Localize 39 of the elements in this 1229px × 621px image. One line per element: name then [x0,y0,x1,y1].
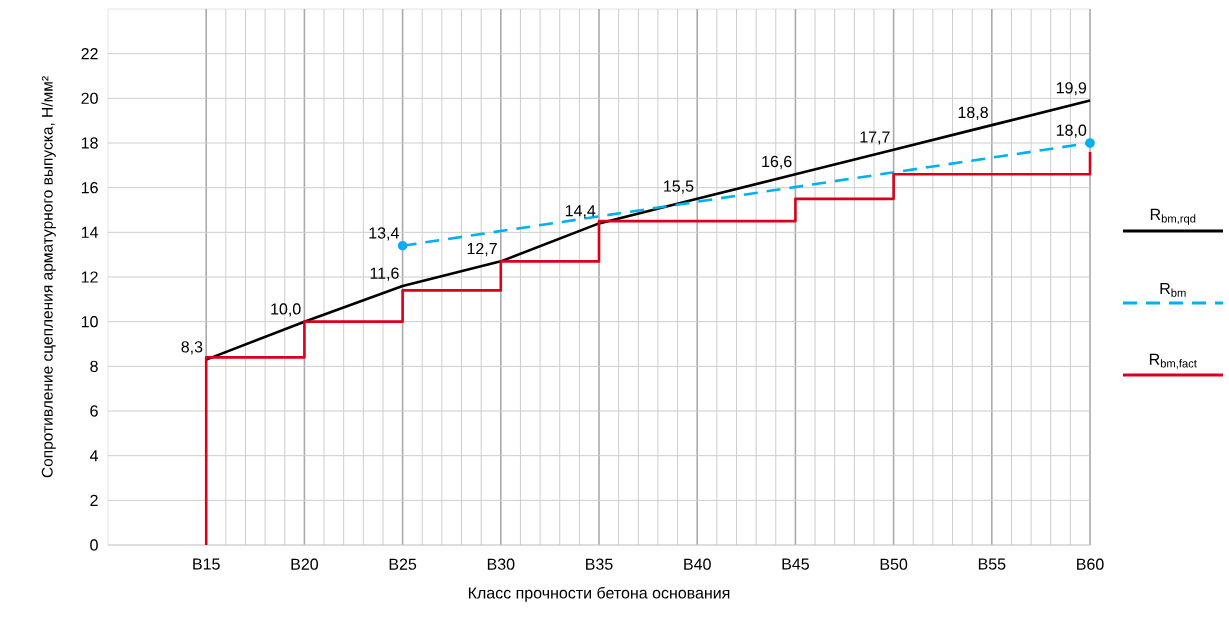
y-tick-label: 14 [81,226,98,238]
data-label: 19,9 [1056,82,1087,96]
y-tick-label: 10 [81,316,98,328]
y-tick-label: 6 [90,405,98,417]
y-tick-label: 18 [81,137,98,149]
data-label: 10,0 [271,303,301,317]
data-label: 16,6 [762,155,792,170]
data-label: 8,3 [181,341,203,355]
x-tick-label: B20 [291,558,319,570]
y-axis-title: Сопротивление сцепления арматурного выпуска, Н/мм² [41,76,56,478]
y-tick-label: 0 [90,539,98,551]
data-label: 15,5 [664,180,694,194]
text: R$_{bm,rqd}$ [1150,208,1196,225]
data-label: 18,0 [1056,124,1087,138]
y-tick-label: 4 [89,450,99,462]
text: R$_{bm}$ [1160,283,1186,297]
data-label: 17,7 [860,131,890,145]
data-label: 18,8 [958,106,988,120]
x-tick-label: B35 [586,558,613,570]
x-tick-label: B25 [389,558,417,570]
x-tick-label: B55 [978,558,1006,570]
x-tick-label: B60 [1077,558,1104,570]
data-label: 12,7 [467,242,497,257]
y-tick-label: 2 [90,494,98,506]
x-tick-label: B50 [880,558,908,570]
data-label: 14,4 [565,205,596,219]
x-tick-label: B30 [487,558,515,570]
y-tick-label: 12 [81,271,98,283]
data-label: 13,4 [369,227,399,241]
y-tick-label: 8 [90,360,98,372]
x-tick-label: B45 [782,558,809,570]
x-tick-label: B40 [684,558,711,570]
y-tick-label: 20 [81,92,98,104]
y-tick-label: 16 [81,182,98,194]
data-label: 11,6 [370,267,399,281]
text: R$_{bm,fact}$ [1149,353,1197,369]
x-tick-label: B15 [193,558,220,570]
x-axis-title: Класс прочности бетона основания [468,586,730,602]
y-tick-label: 22 [81,48,98,60]
